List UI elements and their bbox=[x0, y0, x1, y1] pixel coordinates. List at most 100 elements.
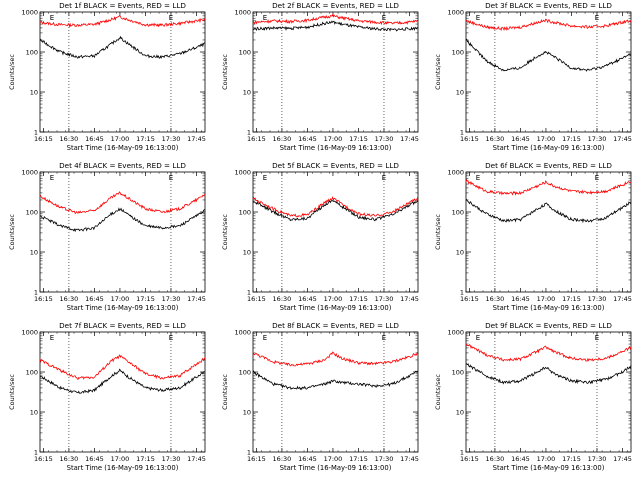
series-red-lld bbox=[252, 351, 419, 367]
y-tick-label: 100 bbox=[452, 49, 464, 57]
series-red-lld bbox=[252, 196, 419, 218]
event-marker-label: E bbox=[263, 334, 267, 342]
x-tick-label: 17:45 bbox=[613, 295, 632, 303]
x-tick-label: 16:15 bbox=[34, 295, 53, 303]
y-axis-label: Counts/sec bbox=[8, 54, 16, 90]
x-tick-label: 16:30 bbox=[486, 455, 505, 463]
plot-frame bbox=[39, 11, 206, 133]
y-tick-label: 1000 bbox=[447, 169, 464, 177]
x-tick-label: 16:15 bbox=[460, 455, 479, 463]
y-tick-label: 1 bbox=[247, 289, 251, 297]
panel-title: Det 8f BLACK = Events, RED = LLD bbox=[272, 321, 399, 330]
series-red-lld bbox=[39, 15, 206, 28]
y-tick-label: 10 bbox=[456, 249, 464, 257]
x-tick-label: 16:45 bbox=[298, 455, 317, 463]
y-tick-label: 100 bbox=[239, 369, 251, 377]
y-tick-label: 100 bbox=[452, 369, 464, 377]
y-tick-label: 100 bbox=[239, 209, 251, 217]
x-tick-label: 17:45 bbox=[613, 135, 632, 143]
x-tick-label: 17:15 bbox=[136, 135, 155, 143]
detector-panel-5: Det 5f BLACK = Events, RED = LLD 1 10 100 10… bbox=[221, 161, 419, 312]
y-axis-label: Counts/sec bbox=[8, 214, 16, 250]
x-tick-label: 16:15 bbox=[34, 135, 53, 143]
x-tick-label: 17:00 bbox=[111, 135, 130, 143]
x-tick-label: 16:15 bbox=[34, 455, 53, 463]
y-tick-label: 100 bbox=[26, 369, 38, 377]
x-tick-label: 16:45 bbox=[85, 455, 104, 463]
detector-panel-6: Det 6f BLACK = Events, RED = LLD 1 10 100 10… bbox=[434, 161, 632, 312]
plot-frame bbox=[465, 331, 632, 453]
series-black-events bbox=[465, 199, 632, 224]
x-tick-label: 17:45 bbox=[613, 455, 632, 463]
x-axis-label: Start Time (16-May-09 16:13:00) bbox=[280, 464, 392, 472]
x-tick-label: 16:45 bbox=[298, 295, 317, 303]
panel-title: Det 1f BLACK = Events, RED = LLD bbox=[59, 1, 186, 10]
y-tick-label: 10 bbox=[243, 89, 251, 97]
y-axis-label: Counts/sec bbox=[434, 214, 442, 250]
x-tick-label: 17:00 bbox=[111, 455, 130, 463]
x-tick-label: 17:45 bbox=[187, 135, 206, 143]
x-tick-label: 17:30 bbox=[162, 295, 181, 303]
y-tick-label: 1000 bbox=[21, 9, 38, 17]
plot-frame bbox=[252, 171, 419, 293]
x-tick-label: 16:45 bbox=[511, 135, 530, 143]
y-tick-label: 1 bbox=[460, 289, 464, 297]
x-tick-label: 17:00 bbox=[324, 455, 343, 463]
event-marker-label: E bbox=[382, 334, 386, 342]
panel-title: Det 4f BLACK = Events, RED = LLD bbox=[59, 161, 186, 170]
detector-panel-4: Det 4f BLACK = Events, RED = LLD 1 10 100 10… bbox=[8, 161, 206, 312]
x-tick-label: 17:15 bbox=[349, 135, 368, 143]
y-axis-label: Counts/sec bbox=[221, 374, 229, 410]
y-tick-label: 100 bbox=[239, 49, 251, 57]
y-tick-label: 1 bbox=[460, 129, 464, 137]
event-marker-label: E bbox=[595, 14, 599, 22]
x-tick-label: 16:15 bbox=[460, 135, 479, 143]
x-tick-label: 17:30 bbox=[375, 455, 394, 463]
x-tick-label: 16:45 bbox=[85, 135, 104, 143]
x-tick-label: 17:00 bbox=[537, 135, 556, 143]
x-tick-label: 16:30 bbox=[273, 135, 292, 143]
x-axis-label: Start Time (16-May-09 16:13:00) bbox=[67, 304, 179, 312]
plot-frame bbox=[252, 11, 419, 133]
x-tick-label: 17:45 bbox=[400, 295, 419, 303]
event-marker-label: E bbox=[595, 174, 599, 182]
event-marker-label: E bbox=[169, 334, 173, 342]
x-tick-label: 16:45 bbox=[85, 295, 104, 303]
x-tick-label: 17:15 bbox=[562, 135, 581, 143]
series-black-events bbox=[465, 362, 632, 385]
x-tick-label: 17:00 bbox=[324, 295, 343, 303]
plot-frame bbox=[465, 11, 632, 133]
y-tick-label: 100 bbox=[26, 49, 38, 57]
x-tick-label: 17:15 bbox=[349, 455, 368, 463]
x-tick-label: 17:30 bbox=[588, 295, 607, 303]
plot-frame bbox=[39, 171, 206, 293]
series-red-lld bbox=[465, 179, 632, 196]
panel-title: Det 5f BLACK = Events, RED = LLD bbox=[272, 161, 399, 170]
y-tick-label: 1000 bbox=[21, 169, 38, 177]
x-tick-label: 17:30 bbox=[588, 455, 607, 463]
y-tick-label: 10 bbox=[243, 409, 251, 417]
event-marker-label: E bbox=[50, 14, 54, 22]
y-tick-label: 1000 bbox=[447, 329, 464, 337]
y-tick-label: 10 bbox=[30, 89, 38, 97]
y-tick-label: 1 bbox=[460, 449, 464, 457]
y-tick-label: 10 bbox=[456, 409, 464, 417]
series-black-events bbox=[252, 199, 419, 222]
y-tick-label: 10 bbox=[243, 249, 251, 257]
detector-panel-8: Det 8f BLACK = Events, RED = LLD 1 10 100 10… bbox=[221, 321, 419, 472]
y-tick-label: 10 bbox=[30, 249, 38, 257]
x-axis-label: Start Time (16-May-09 16:13:00) bbox=[67, 464, 179, 472]
panel-title: Det 9f BLACK = Events, RED = LLD bbox=[485, 321, 612, 330]
x-tick-label: 17:00 bbox=[111, 295, 130, 303]
series-black-events bbox=[465, 38, 632, 72]
series-black-events bbox=[252, 20, 419, 32]
x-axis-label: Start Time (16-May-09 16:13:00) bbox=[493, 464, 605, 472]
event-marker-label: E bbox=[595, 334, 599, 342]
event-marker-label: E bbox=[263, 14, 267, 22]
y-axis-label: Counts/sec bbox=[434, 54, 442, 90]
x-tick-label: 16:15 bbox=[460, 295, 479, 303]
y-tick-label: 1 bbox=[247, 449, 251, 457]
y-tick-label: 1000 bbox=[21, 329, 38, 337]
panel-title: Det 3f BLACK = Events, RED = LLD bbox=[485, 1, 612, 10]
